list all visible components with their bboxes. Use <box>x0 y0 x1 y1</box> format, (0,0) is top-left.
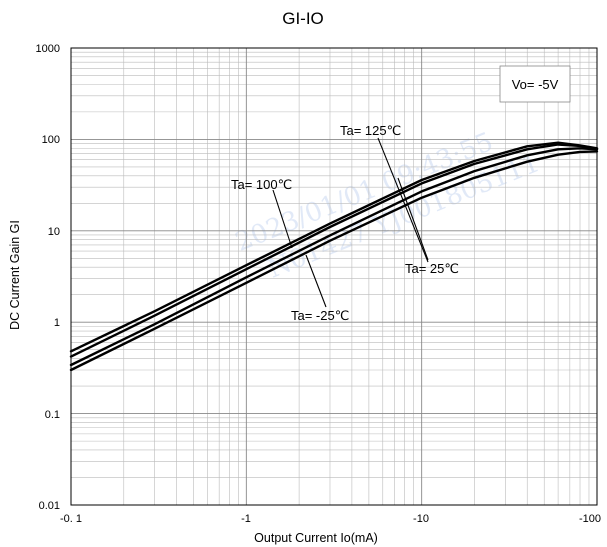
x-axis-label: Output Current Io(mA) <box>254 531 378 545</box>
series-line-3 <box>69 150 599 372</box>
legend-box-label: Vo= -5V <box>512 77 559 92</box>
y-tick-labels: 0.01 0.1 1 10 100 1000 <box>36 43 60 512</box>
x-tick-label: -10 <box>413 513 429 525</box>
x-tick-label: -0. 1 <box>60 513 82 525</box>
leader-ta-100 <box>272 189 293 249</box>
leader-ta-125 <box>377 137 429 263</box>
annotation-ta-100: Ta= 100℃ <box>231 177 292 192</box>
chart-title: GI-IO <box>282 9 324 28</box>
y-axis-label: DC Current Gain GI <box>8 220 22 330</box>
x-tick-labels: -0. 1 -1 -10 -100 <box>60 513 601 525</box>
y-tick-label: 0.1 <box>45 409 60 421</box>
series-line-1 <box>69 143 599 358</box>
y-tick-label: 0.01 <box>39 500 60 512</box>
x-tick-label: -100 <box>579 513 601 525</box>
annotation-ta-25: Ta= 25℃ <box>405 261 459 276</box>
grid-major <box>70 48 597 506</box>
leader-ta-minus-25 <box>305 254 327 308</box>
leader-ta-25 <box>397 177 429 261</box>
grid-minor <box>71 48 597 505</box>
y-tick-label: 100 <box>42 134 60 146</box>
annotation-ta-minus-25: Ta= -25℃ <box>291 308 349 323</box>
y-tick-label: 1 <box>54 317 60 329</box>
annotation-ta-125: Ta= 125℃ <box>340 123 401 138</box>
legend-box <box>499 65 571 103</box>
x-tick-label: -1 <box>241 513 251 525</box>
y-tick-label: 1000 <box>36 43 60 55</box>
annotation-leaders <box>272 137 429 308</box>
series-line-2 <box>69 147 599 367</box>
y-tick-label: 10 <box>48 226 60 238</box>
series-layer <box>69 141 599 372</box>
plot-frame <box>70 47 598 506</box>
